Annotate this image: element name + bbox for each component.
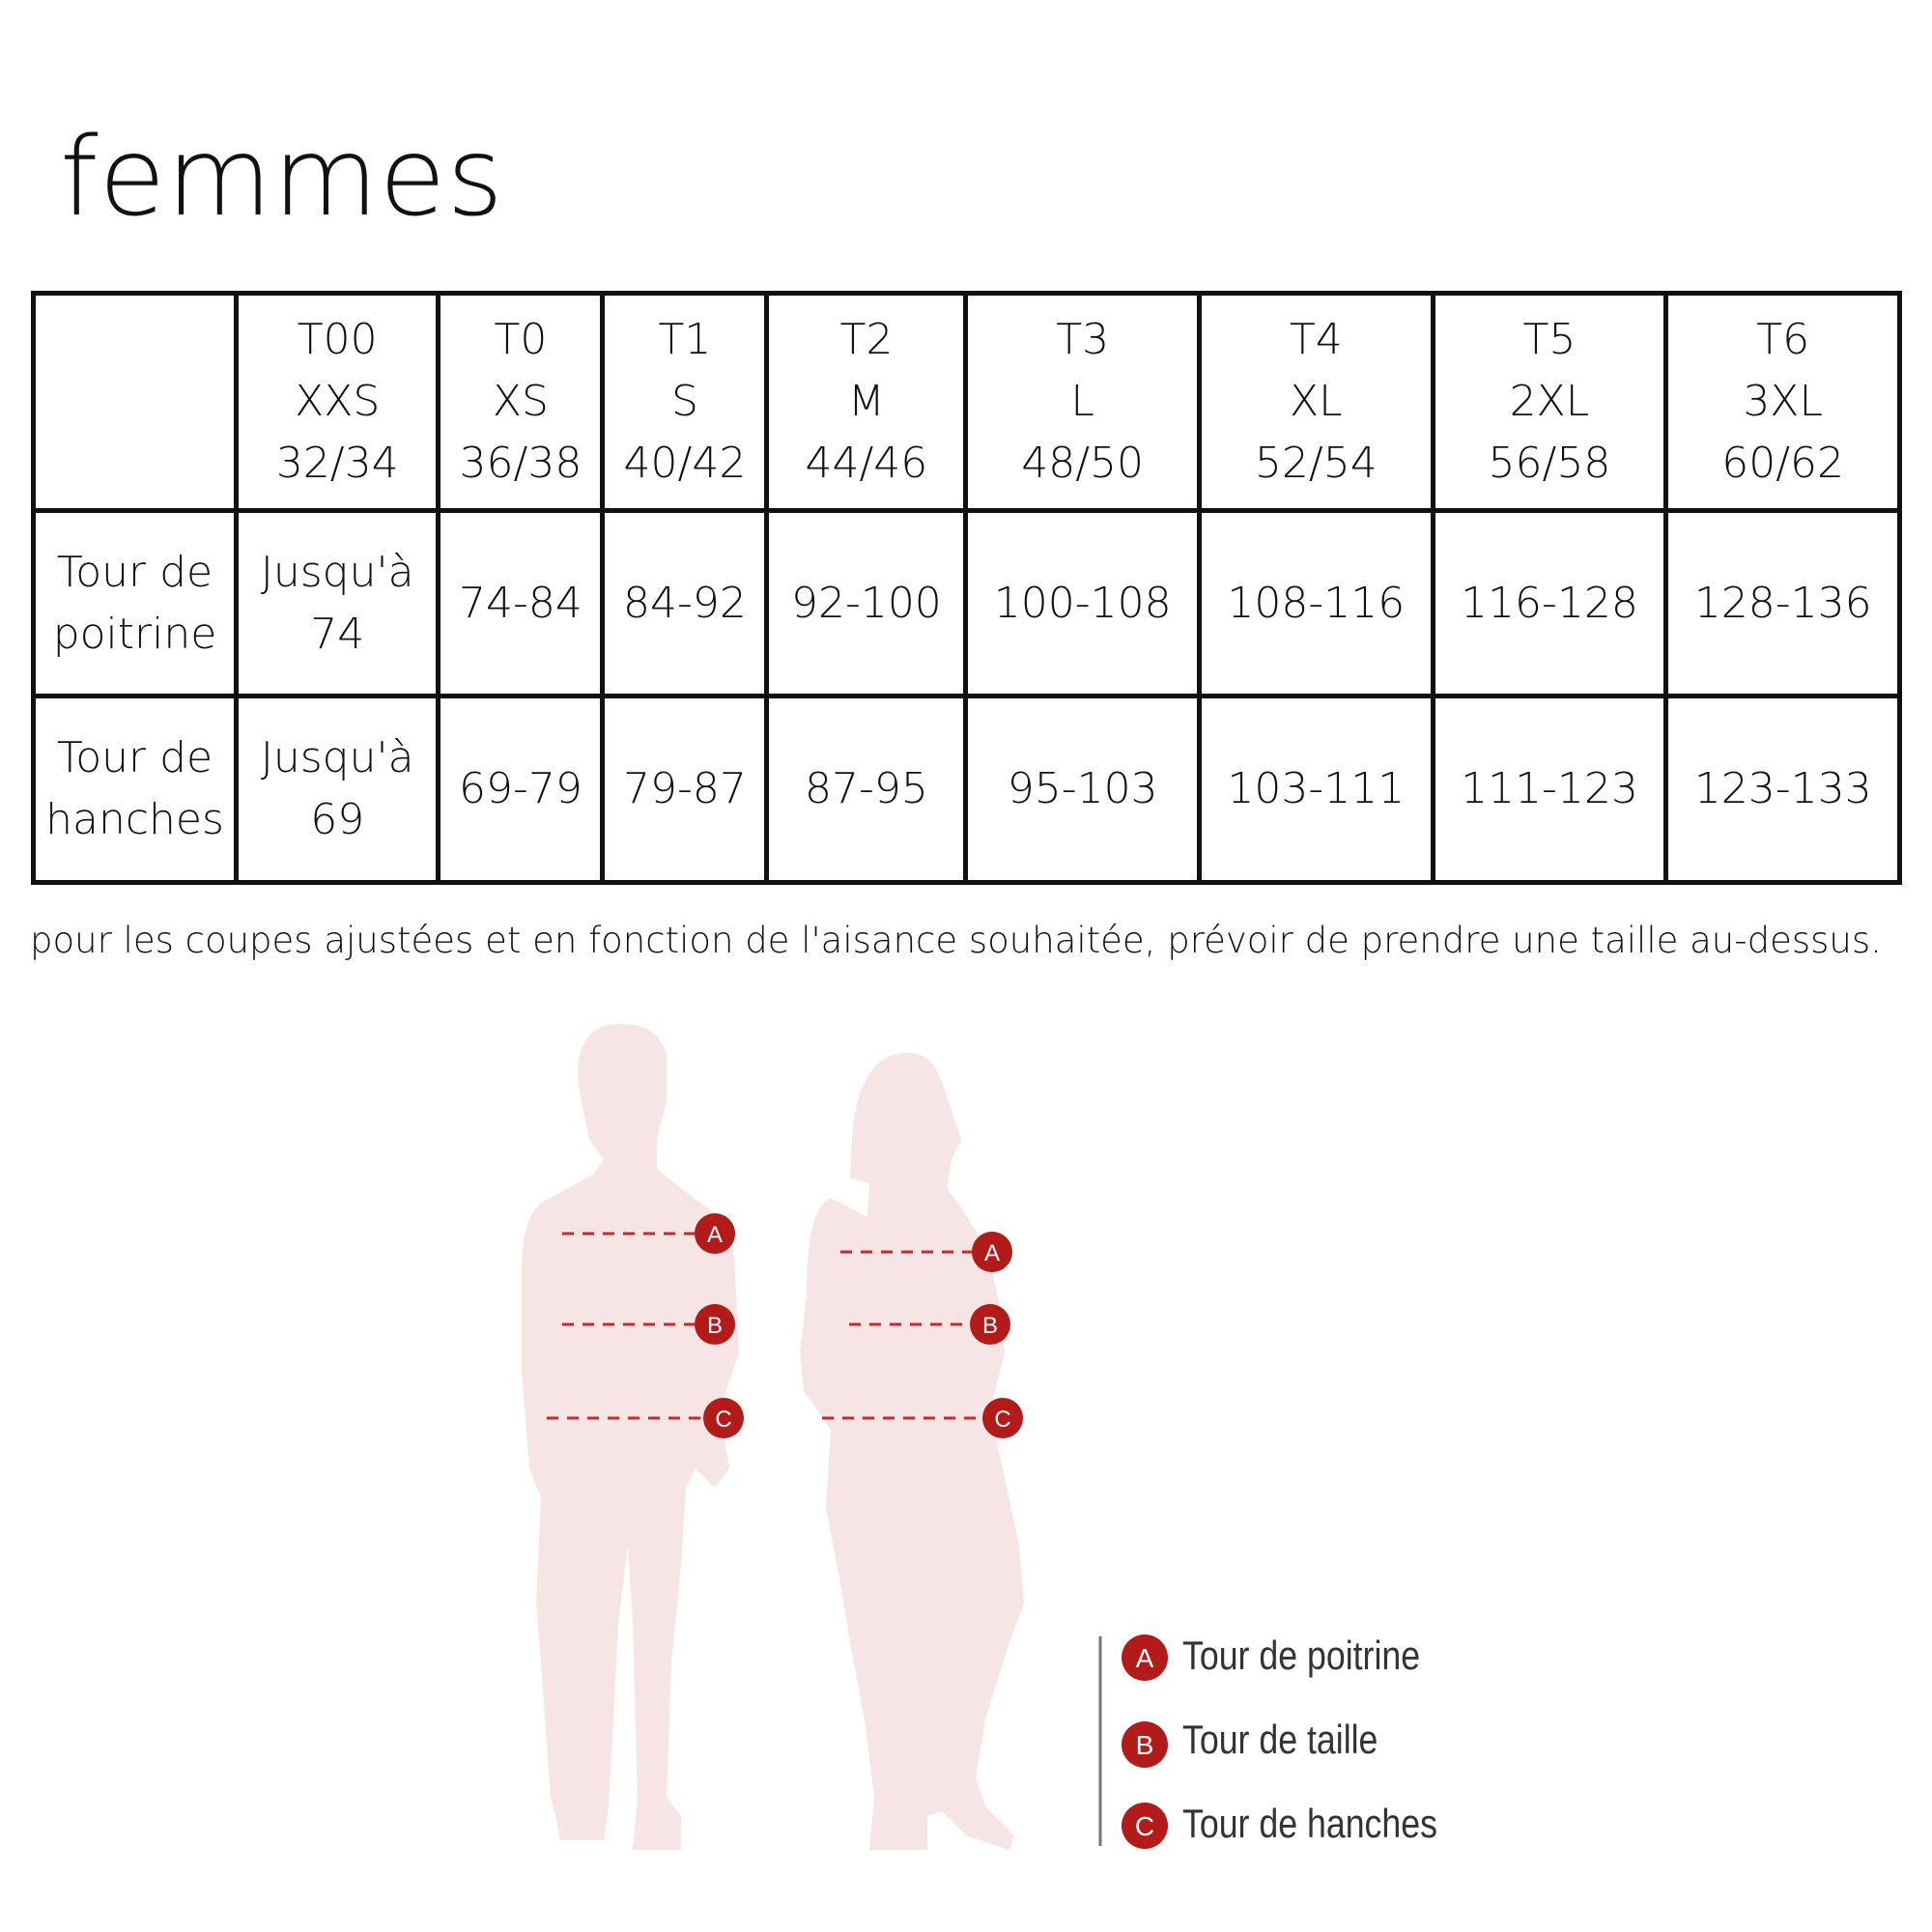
legend-label-taille: Tour de taille [1182,1717,1378,1762]
size-header-cell: T6 3XL 60/62 [1663,291,1902,513]
legend-letter: A [1136,1643,1154,1673]
table-cell: 69-79 [436,694,606,885]
table-cell: 79-87 [600,694,770,885]
marker-letter: B [707,1313,723,1339]
legend-a-icon [1122,1634,1168,1681]
marker-letter: C [994,1406,1010,1433]
legend-label-hanches: Tour de hanches [1182,1801,1437,1846]
marker-a-icon [695,1213,735,1254]
table-cell: 108-116 [1196,508,1435,698]
marker-a-icon [972,1232,1012,1272]
marker-letter: A [984,1240,1000,1266]
size-header-cell: T0 XS 36/38 [436,291,606,513]
legend-b-icon [1122,1721,1168,1768]
size-header-cell: T5 2XL 56/58 [1430,291,1669,513]
size-header-cell: T2 M 44/46 [764,291,969,513]
marker-c-icon [703,1398,744,1438]
table-cell: 95-103 [963,694,1202,885]
marker-c-icon [982,1398,1023,1438]
size-table: T00 XXS 32/34 T0 XS 36/38 T1 S 40/42 T2 M 44/46 … [31,291,1902,885]
table-row-hanches: Tour de hanches Jusqu'à 69 69-79 79-87 87-… [31,694,1902,885]
size-header-cell: T1 S 40/42 [600,291,770,513]
marker-letter: A [707,1222,723,1248]
footnote: pour les coupes ajustées et en fonction … [30,920,1882,961]
legend-letter: B [1136,1730,1154,1760]
table-cell: 103-111 [1196,694,1435,885]
row-label: Tour de poitrine [31,508,239,698]
table-cell: 123-133 [1663,694,1902,885]
legend-letter: C [1135,1811,1154,1841]
table-cell: 128-136 [1663,508,1902,698]
table-cell: Jusqu'à 69 [233,694,441,885]
table-cell: 116-128 [1430,508,1669,698]
empty-corner-cell [31,291,239,513]
table-cell: 92-100 [764,508,969,698]
size-header-cell: T4 XL 52/54 [1196,291,1435,513]
table-cell: 74-84 [436,508,606,698]
size-header-cell: T3 L 48/50 [963,291,1202,513]
table-cell: 84-92 [600,508,770,698]
marker-letter: B [982,1313,998,1339]
page-title: femmes [60,115,504,241]
table-row-poitrine: Tour de poitrine Jusqu'à 74 74-84 84-92 92… [31,508,1902,698]
marker-b-icon [695,1304,735,1345]
table-header-row: T00 XXS 32/34 T0 XS 36/38 T1 S 40/42 T2 M 44/46 … [31,291,1902,513]
legend-label-poitrine: Tour de poitrine [1182,1633,1421,1678]
legend-c-icon [1122,1803,1168,1849]
table-cell: 111-123 [1430,694,1669,885]
marker-b-icon [970,1304,1010,1345]
table-cell: 87-95 [764,694,969,885]
man-silhouette [522,1024,739,1850]
size-header-cell: T00 XXS 32/34 [233,291,441,513]
row-label: Tour de hanches [31,694,239,885]
table-cell: 100-108 [963,508,1202,698]
marker-letter: C [715,1406,731,1433]
table-cell: Jusqu'à 74 [233,508,441,698]
woman-silhouette [800,1053,1024,1850]
